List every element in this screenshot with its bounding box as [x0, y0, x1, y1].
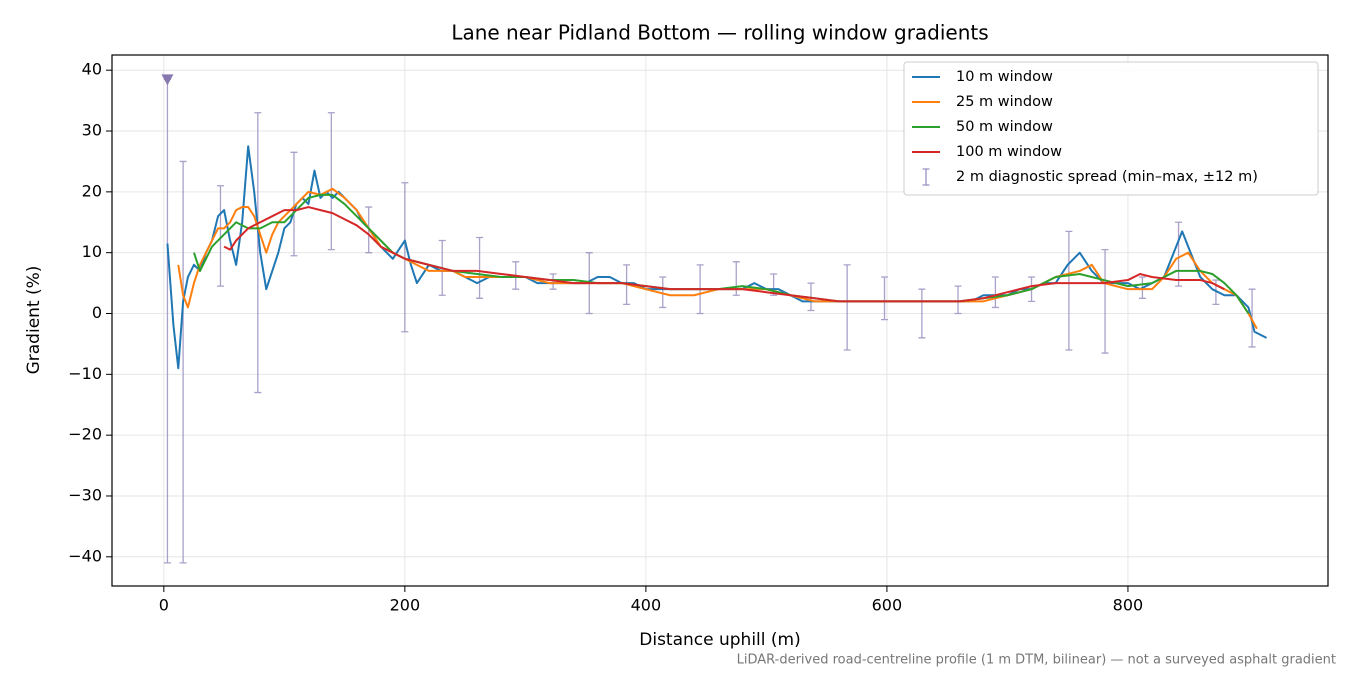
y-tick-label: 40 — [82, 60, 102, 79]
legend-swatch — [922, 168, 930, 186]
plot-frame — [111, 54, 1329, 587]
error-bar — [401, 182, 409, 333]
legend-label: 2 m diagnostic spread (min–max, ±12 m) — [956, 169, 1258, 185]
y-tick-label: −30 — [68, 485, 102, 504]
error-bar — [549, 273, 557, 290]
error-bar — [179, 160, 187, 564]
legend-label: 100 m window — [956, 144, 1062, 160]
x-tick-label: 800 — [1113, 596, 1144, 615]
error-bar — [476, 236, 484, 299]
error-bar — [216, 185, 224, 287]
error-bar — [991, 276, 999, 309]
y-tick-label: −40 — [68, 546, 102, 565]
y-tick-label: −10 — [68, 364, 102, 383]
error-bar — [843, 264, 851, 351]
y-axis-label: Gradient (%) — [24, 266, 44, 375]
legend-label: 25 m window — [956, 94, 1053, 110]
legend-label: 10 m window — [956, 69, 1053, 85]
x-tick-label: 200 — [390, 596, 421, 615]
y-tick-label: 20 — [82, 181, 102, 200]
error-bar — [881, 276, 889, 321]
line-series — [166, 145, 1267, 370]
x-tick-label: 600 — [872, 596, 903, 615]
error-bar — [327, 112, 335, 251]
error-bar — [659, 276, 667, 309]
error-bar — [954, 285, 962, 315]
error-bar — [1101, 248, 1109, 354]
error-bar — [918, 288, 926, 339]
legend-label: 50 m window — [956, 119, 1053, 135]
y-tick-label: 0 — [92, 303, 102, 322]
legend-box — [903, 61, 1319, 196]
x-axis-label: Distance uphill (m) — [639, 630, 800, 650]
error-bar — [1175, 221, 1183, 287]
error-bar — [807, 282, 815, 312]
footnote: LiDAR-derived road-centreline profile (1… — [737, 653, 1336, 668]
y-tick-label: −20 — [68, 425, 102, 444]
chart-title: Lane near Pidland Bottom — rolling windo… — [451, 21, 988, 45]
line-series — [223, 206, 1225, 303]
y-tick-label: 30 — [82, 121, 102, 140]
error-bar — [254, 112, 262, 394]
x-tick-label: 400 — [631, 596, 662, 615]
plot-area — [161, 74, 1267, 564]
x-tick-label: 0 — [159, 596, 169, 615]
error-bar — [1065, 230, 1073, 351]
y-tick-label: 10 — [82, 242, 102, 261]
clip-marker — [161, 74, 174, 86]
error-bar — [290, 151, 298, 257]
